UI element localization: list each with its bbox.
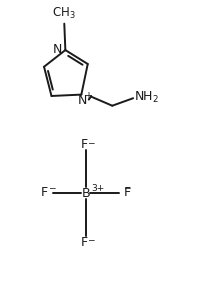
Text: −: − — [48, 183, 55, 192]
Text: −: − — [87, 138, 94, 147]
Text: NH$_2$: NH$_2$ — [134, 90, 159, 105]
Text: N: N — [78, 94, 87, 107]
Text: N: N — [53, 43, 63, 56]
Text: −: − — [87, 235, 94, 244]
Text: −: − — [123, 183, 130, 192]
Text: +: + — [84, 91, 92, 101]
Text: F: F — [41, 186, 48, 199]
Text: F: F — [81, 138, 88, 151]
Text: F: F — [81, 235, 88, 249]
Text: 3+: 3+ — [92, 184, 105, 193]
Text: B: B — [81, 187, 90, 200]
Text: F: F — [123, 186, 130, 199]
Text: CH$_3$: CH$_3$ — [52, 6, 76, 21]
